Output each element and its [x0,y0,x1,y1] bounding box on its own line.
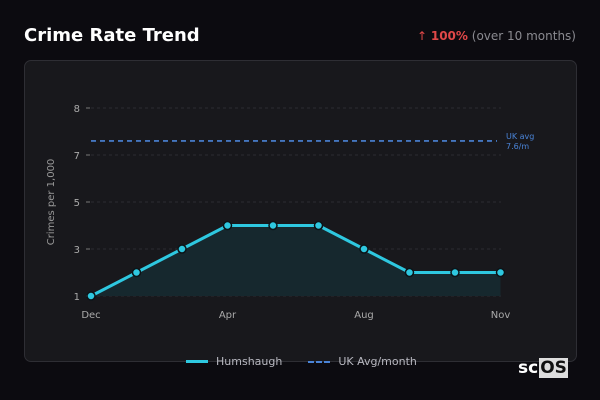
uk-avg-label: UK avg [506,132,534,141]
arrow-up-icon: ↑ [416,29,428,43]
data-point [359,244,369,254]
data-point [222,220,233,231]
x-tick-label: Nov [491,310,511,321]
data-point [495,267,506,278]
data-point [177,244,187,254]
data-point [131,267,142,278]
y-tick-label: 7 [74,151,80,162]
y-tick-label: 8 [74,104,80,115]
x-tick-label: Dec [81,310,100,321]
chart-title: Crime Rate Trend [24,25,200,46]
change-indicator: ↑ 100% (over 10 months) [417,29,576,43]
y-axis-label: Crimes per 1,000 [46,159,57,246]
y-tick-label: 5 [74,198,80,209]
data-point [404,267,415,278]
data-point [86,291,96,301]
series-area [91,225,501,296]
legend-label-series[interactable]: Humshaugh [216,355,283,368]
data-point [313,220,324,231]
logo-text-b: OS [539,358,568,378]
x-tick-label: Apr [219,310,237,321]
logo-text-a: sc [518,358,539,378]
data-point [450,267,460,278]
scos-logo: sc OS [517,358,568,378]
legend-swatch-avg [308,360,331,363]
legend-swatch-series [186,360,208,363]
data-point [268,220,278,231]
y-tick-label: 1 [74,292,80,303]
legend-label-avg[interactable]: UK Avg/month [338,355,417,368]
legend: Humshaugh UK Avg/month [186,355,417,368]
change-note: (over 10 months) [471,29,576,43]
change-percent: 100% [430,29,468,43]
chart-card [24,60,577,362]
series-line-humshaugh [90,224,501,298]
x-tick-label: Aug [354,310,374,321]
y-tick-label: 3 [74,245,80,256]
uk-avg-value: 7.6/m [506,142,529,151]
